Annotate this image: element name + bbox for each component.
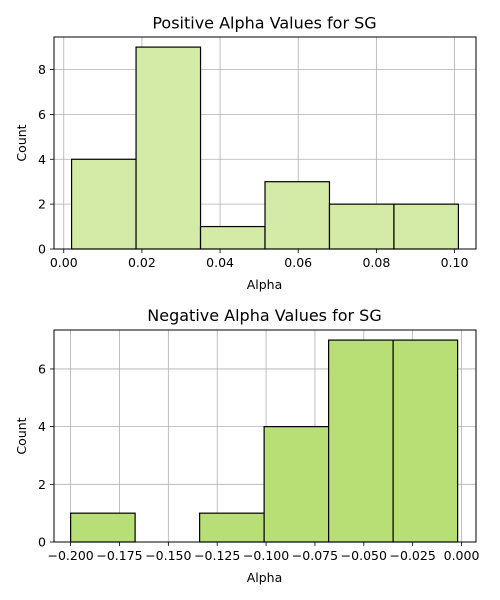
- x-tick-label: −0.150: [145, 548, 191, 563]
- x-tick-label: −0.125: [194, 548, 240, 563]
- x-tick-label: −0.050: [341, 548, 387, 563]
- y-tick-label: 6: [38, 107, 46, 122]
- x-tick-label: −0.175: [96, 548, 142, 563]
- histogram-bar: [328, 339, 394, 543]
- y-tick-label: 8: [38, 62, 46, 77]
- y-tick-label: 0: [38, 242, 46, 257]
- x-tick-label: 0.08: [362, 255, 390, 270]
- chart-title: Negative Alpha Values for SG: [147, 306, 381, 325]
- y-axis-label: Count: [14, 417, 29, 454]
- x-tick-label: −0.025: [390, 548, 436, 563]
- y-axis-ticks: 0 2 4 6 8: [38, 62, 54, 257]
- histogram-bar: [70, 512, 136, 543]
- x-axis-label: Alpha: [247, 277, 283, 292]
- x-tick-label: −0.200: [47, 548, 93, 563]
- plot-frame: [53, 329, 477, 543]
- bars: [70, 46, 460, 250]
- x-tick-label: 0.02: [128, 255, 156, 270]
- y-tick-label: 6: [38, 361, 46, 376]
- histogram-bar: [70, 158, 137, 250]
- y-tick-label: 4: [38, 419, 46, 434]
- x-tick-label: 0.04: [206, 255, 234, 270]
- x-tick-label: 0.06: [284, 255, 312, 270]
- bars: [70, 339, 459, 543]
- histogram-bar: [392, 339, 459, 543]
- x-tick-label: 0.000: [444, 548, 480, 563]
- x-tick-label: −0.075: [292, 548, 338, 563]
- y-tick-label: 0: [38, 535, 46, 550]
- plot-frame: [53, 36, 477, 250]
- y-tick-label: 4: [38, 152, 46, 167]
- y-axis-ticks: 0 2 4 6: [38, 361, 54, 550]
- histogram-bar: [263, 426, 330, 543]
- x-axis-label: Alpha: [247, 570, 283, 585]
- x-tick-label: 0.00: [50, 255, 78, 270]
- chart-title: Positive Alpha Values for SG: [152, 14, 376, 33]
- x-tick-label: −0.100: [243, 548, 289, 563]
- x-tick-label: 0.10: [441, 255, 469, 270]
- y-axis-label: Count: [14, 124, 29, 161]
- histogram-bar: [328, 203, 395, 250]
- histogram-bar: [393, 203, 460, 250]
- positive-alpha-histogram: Positive Alpha Values for SG 0.00 0.02 0.0…: [14, 14, 477, 292]
- y-tick-label: 2: [38, 477, 46, 492]
- x-axis-ticks: −0.200 −0.175 −0.150 −0.125 −0.100 −0.075 −0.0…: [47, 542, 479, 563]
- negative-alpha-histogram: Negative Alpha Values for SG −0.200 −0.17…: [14, 306, 479, 585]
- histogram-bar: [264, 181, 331, 250]
- histogram-bar: [135, 46, 202, 250]
- histogram-bar: [199, 225, 266, 250]
- y-tick-label: 2: [38, 197, 46, 212]
- x-axis-ticks: 0.00 0.02 0.04 0.06 0.08 0.10: [50, 249, 469, 270]
- histogram-bar: [199, 512, 265, 543]
